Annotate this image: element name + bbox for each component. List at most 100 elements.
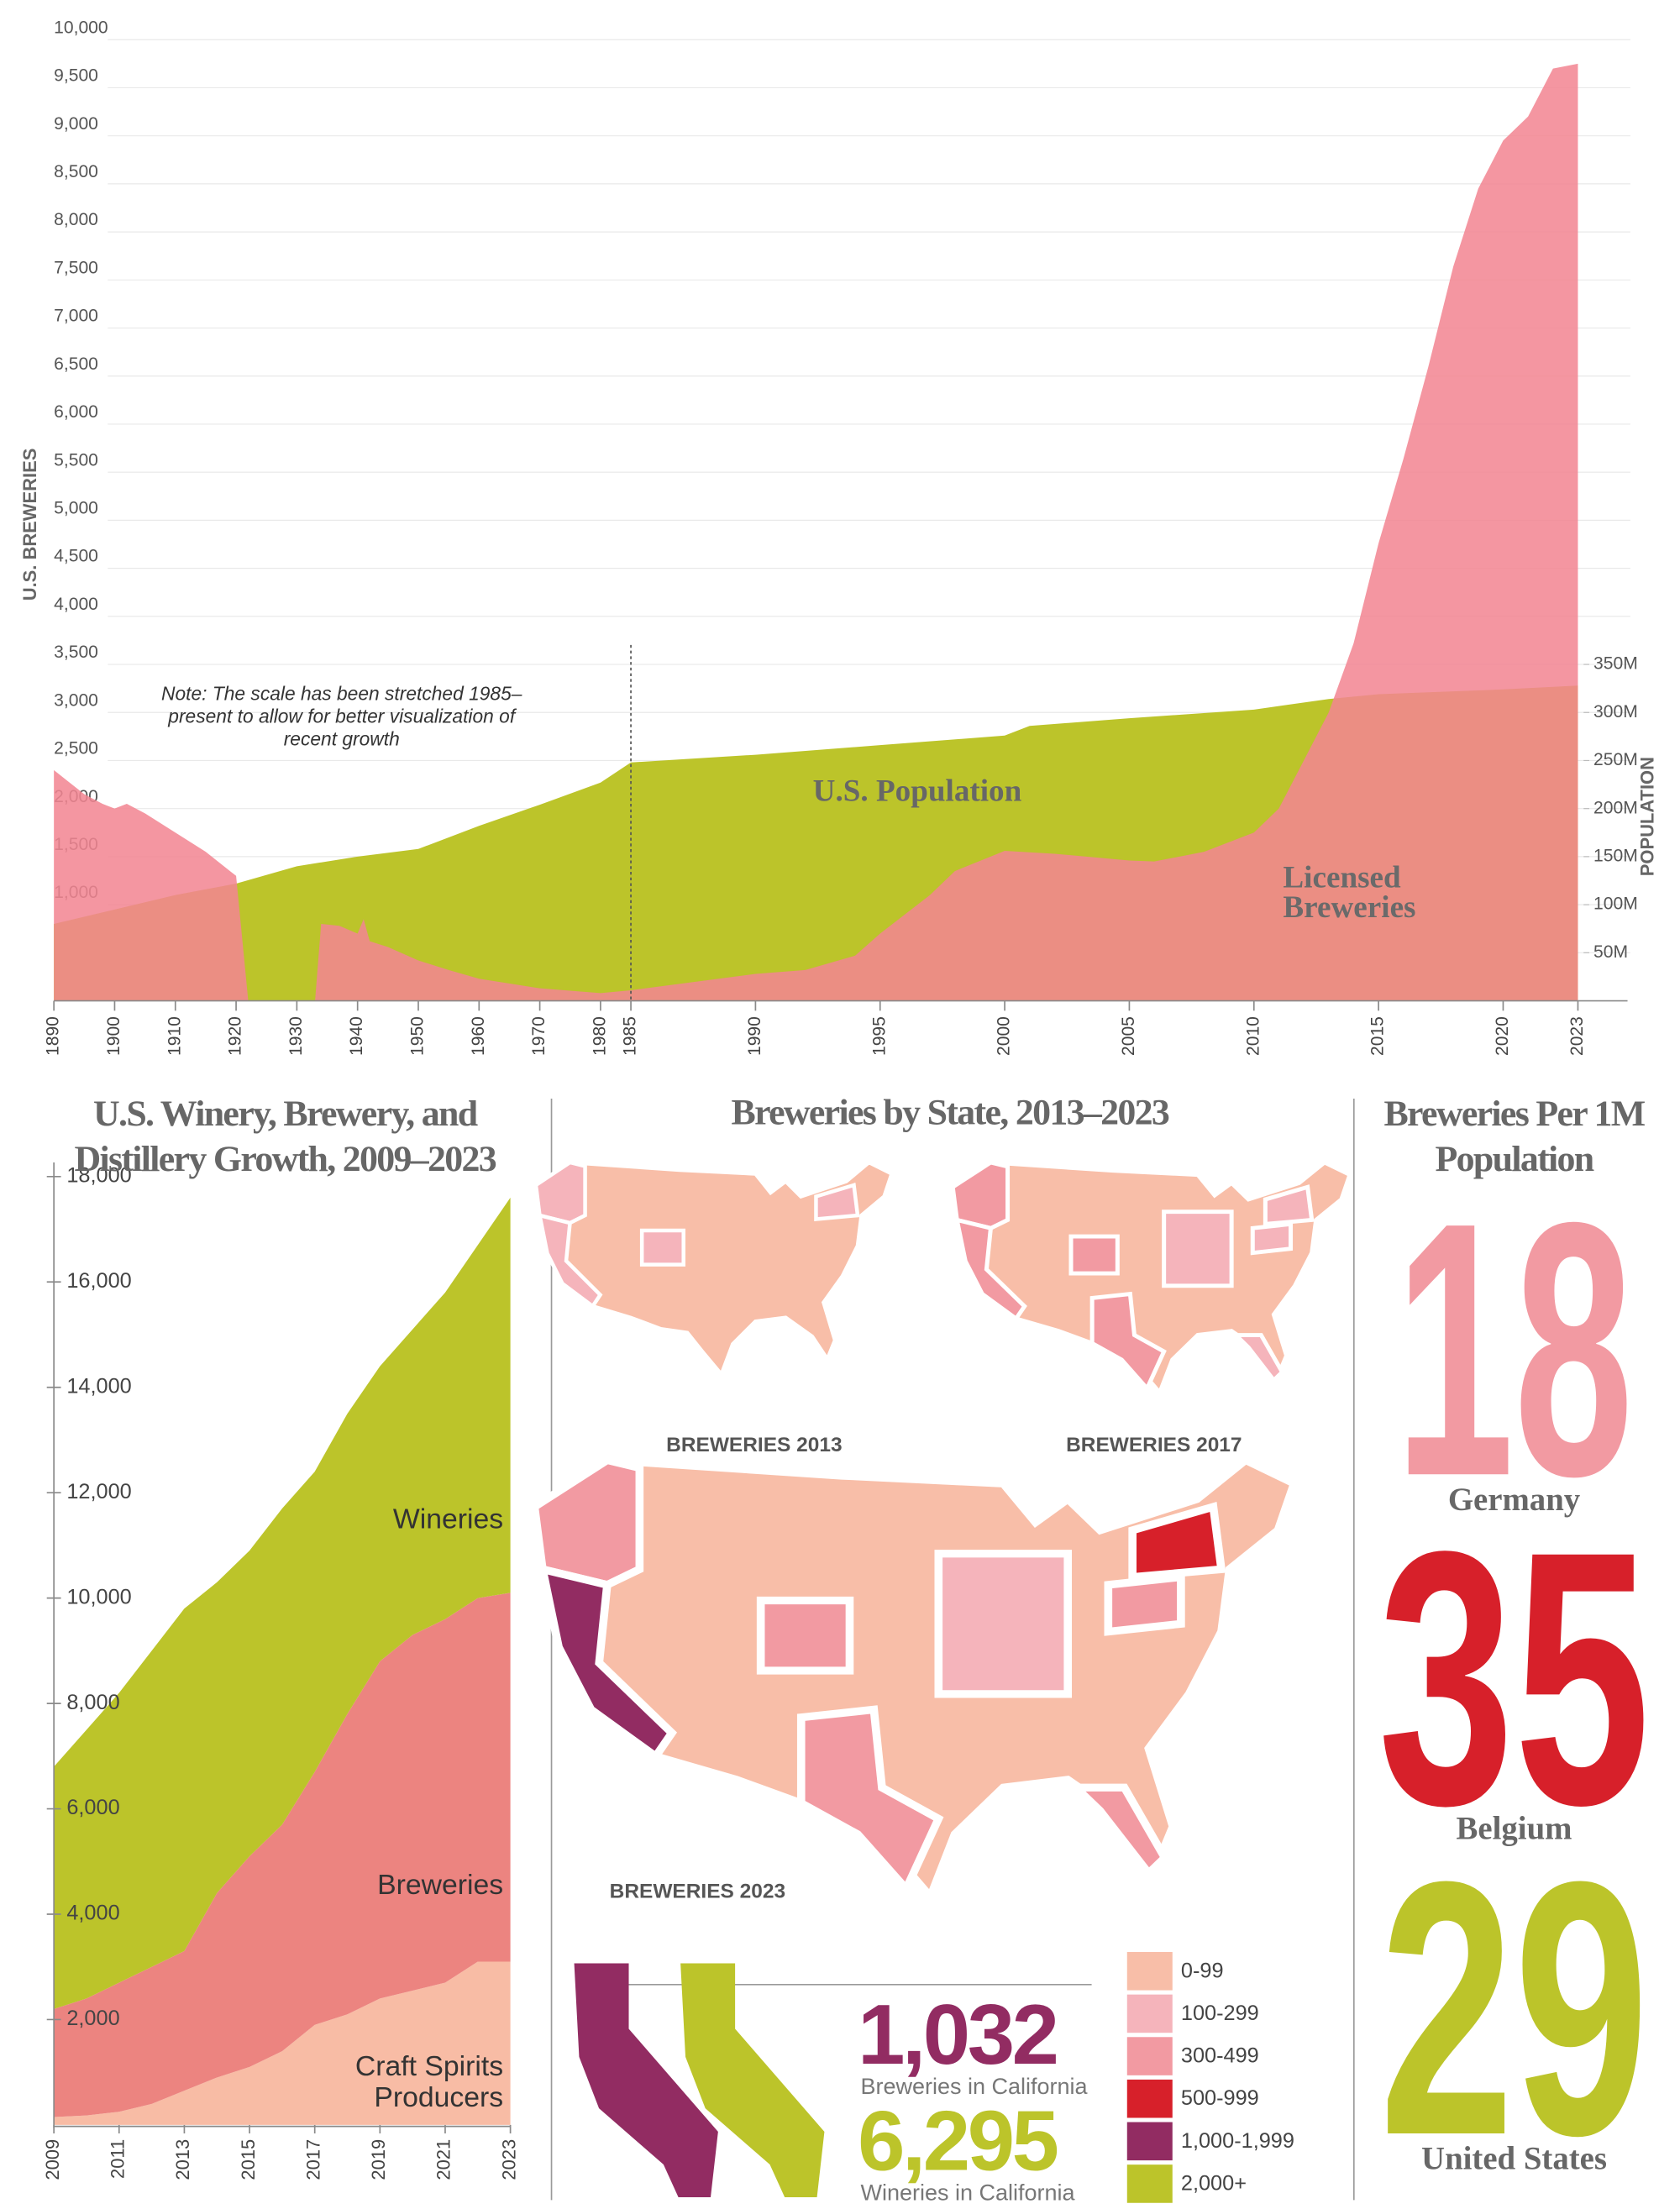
y-tick-label: 2,500 bbox=[54, 739, 98, 758]
series-label-box: Craft Spirits Producers bbox=[354, 2051, 504, 2114]
y-tick-label: 4,500 bbox=[54, 547, 98, 566]
note: Note: The scale has been stretched 1985–… bbox=[161, 683, 522, 750]
x-tick-label: 1980 bbox=[590, 1016, 609, 1056]
x-tick-label: 2020 bbox=[1493, 1016, 1512, 1056]
y-tick-label: 3,500 bbox=[54, 643, 98, 662]
series-label-box: Licensed Breweries bbox=[1283, 862, 1416, 925]
y-tick-label: 9,500 bbox=[54, 66, 98, 86]
legend-label: 0-99 bbox=[1181, 1959, 1224, 1982]
legend-label: 500-999 bbox=[1181, 2086, 1259, 2110]
legend-label: 100-299 bbox=[1181, 2002, 1259, 2025]
y-tick-label: 12,000 bbox=[66, 1480, 131, 1503]
x-tick-label: 1940 bbox=[347, 1016, 366, 1056]
chart-title-box: Breweries Per 1M Population bbox=[1383, 1093, 1646, 1180]
y-tick-label: 4,000 bbox=[54, 595, 98, 614]
y2-tick-label: 50M bbox=[1593, 942, 1628, 962]
y-tick-label: 8,000 bbox=[54, 210, 98, 229]
x-tick-label: 2017 bbox=[302, 2139, 323, 2180]
stat-label: Germany bbox=[1448, 1482, 1581, 1518]
callout-number: 1,032 bbox=[858, 1987, 1057, 2082]
y2-tick-label: 100M bbox=[1593, 895, 1638, 914]
x-tick-label: 1990 bbox=[745, 1016, 764, 1056]
series-label: Wineries bbox=[392, 1503, 504, 1535]
y-tick-label: 5,000 bbox=[54, 498, 98, 517]
series-label: Licensed Breweries bbox=[1283, 862, 1416, 925]
callout-number: 6,295 bbox=[858, 2094, 1058, 2189]
x-tick-label: 1920 bbox=[226, 1016, 245, 1056]
chart-title-box: U.S. Winery, Brewery, and Distillery Gro… bbox=[74, 1093, 496, 1180]
map-state bbox=[642, 1230, 684, 1265]
x-tick-label: 2015 bbox=[238, 2139, 259, 2180]
y-tick-label: 6,000 bbox=[54, 402, 98, 422]
chart-title: U.S. Winery, Brewery, and Distillery Gro… bbox=[74, 1093, 496, 1180]
x-tick-label: 1950 bbox=[408, 1016, 428, 1056]
map-state bbox=[1071, 1236, 1117, 1273]
legend-swatch bbox=[1126, 2079, 1173, 2118]
y2-tick-label: 200M bbox=[1593, 798, 1638, 817]
area bbox=[54, 1592, 511, 2117]
note-box: Note: The scale has been stretched 1985–… bbox=[161, 683, 522, 750]
x-tick-label: 2011 bbox=[108, 2139, 129, 2179]
legend-label: 1,000-1,999 bbox=[1181, 2129, 1294, 2153]
map-state bbox=[1252, 1224, 1290, 1252]
y-tick-label: 7,000 bbox=[54, 307, 98, 326]
legend-swatch bbox=[1126, 1994, 1173, 2033]
map-state bbox=[953, 1162, 1007, 1228]
y-tick-label: 2,000 bbox=[66, 2007, 119, 2030]
x-tick-label: 1985 bbox=[621, 1016, 640, 1056]
y-tick-label: 14,000 bbox=[66, 1374, 131, 1398]
x-tick-label: 2010 bbox=[1243, 1016, 1263, 1056]
map-state bbox=[534, 1460, 639, 1585]
y2-axis-title: POPULATION bbox=[1637, 757, 1658, 876]
legend-swatch bbox=[1126, 2122, 1173, 2161]
map-state bbox=[1108, 1577, 1181, 1632]
y-tick-label: 10,000 bbox=[66, 1585, 131, 1608]
series-label-box: Wineries bbox=[392, 1503, 504, 1535]
x-tick-label: 2000 bbox=[995, 1016, 1014, 1056]
chart-title: Breweries Per 1M Population bbox=[1383, 1093, 1646, 1180]
stat-number: 35 bbox=[1378, 1477, 1650, 1881]
map-2023 bbox=[534, 1460, 1294, 1897]
series-label: Breweries bbox=[377, 1870, 504, 1902]
y-tick-label: 4,000 bbox=[66, 1902, 119, 1925]
y-tick-label: 8,500 bbox=[54, 162, 98, 181]
legend-label: 2,000+ bbox=[1181, 2171, 1247, 2195]
y-tick-label: 3,000 bbox=[54, 690, 98, 710]
series-label: Craft Spirits Producers bbox=[354, 2051, 504, 2114]
legend-swatch bbox=[1126, 2037, 1173, 2075]
x-tick-label: 1995 bbox=[869, 1016, 889, 1056]
legend-label: 300-499 bbox=[1181, 2044, 1259, 2068]
y-tick-label: 6,000 bbox=[66, 1796, 119, 1819]
y-tick-label: 18,000 bbox=[66, 1164, 131, 1188]
x-tick-label: 1890 bbox=[44, 1016, 63, 1056]
x-tick-label: 1960 bbox=[469, 1016, 488, 1056]
stat-number: 29 bbox=[1379, 1807, 1649, 2209]
y2-tick-label: 300M bbox=[1593, 702, 1638, 721]
y-axis-title: U.S. BREWERIES bbox=[19, 449, 40, 601]
y-tick-label: 5,500 bbox=[54, 450, 98, 470]
legend-swatch bbox=[1126, 2164, 1173, 2203]
x-tick-label: 2019 bbox=[368, 2139, 389, 2180]
x-tick-label: 2023 bbox=[498, 2139, 519, 2180]
y-tick-label: 16,000 bbox=[66, 1269, 131, 1293]
stat-label: United States bbox=[1421, 2141, 1607, 2177]
x-tick-label: 2023 bbox=[1567, 1016, 1587, 1056]
stat-number: 18 bbox=[1395, 1147, 1634, 1551]
legend-swatch bbox=[1126, 1952, 1173, 1991]
series-label: U.S. Population bbox=[813, 774, 1022, 809]
y-tick-label: 7,500 bbox=[54, 258, 98, 277]
y-tick-label: 10,000 bbox=[54, 18, 108, 37]
map-state bbox=[761, 1600, 850, 1671]
map-2017 bbox=[953, 1162, 1350, 1393]
x-tick-label: 1970 bbox=[529, 1016, 549, 1056]
map-state bbox=[536, 1162, 585, 1223]
area bbox=[54, 1961, 511, 2125]
y-tick-label: 9,000 bbox=[54, 114, 98, 134]
callout-caption: Breweries in California bbox=[860, 2074, 1088, 2099]
x-tick-label: 2013 bbox=[172, 2139, 193, 2180]
x-tick-label: 1930 bbox=[286, 1016, 306, 1056]
chart-title: Breweries by State, 2013–2023 bbox=[732, 1092, 1169, 1132]
series-label-box: Breweries bbox=[377, 1870, 504, 1902]
